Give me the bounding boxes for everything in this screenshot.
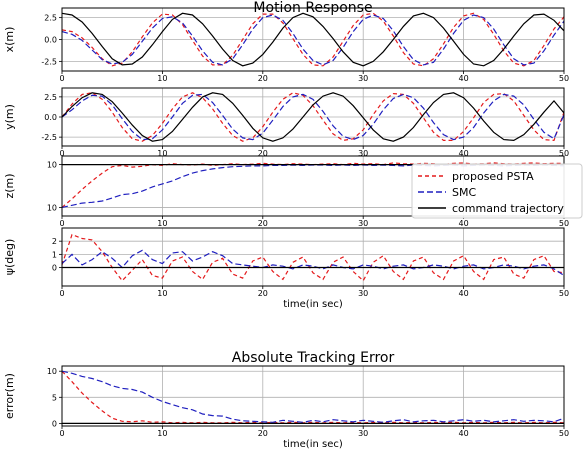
y-tick-label: 1 — [52, 250, 57, 259]
x-tick-label: 20 — [258, 289, 268, 298]
y-tick-label: 0.0 — [44, 113, 57, 122]
y-axis-label: z(m) — [3, 173, 16, 198]
y-tick-label: 2.5 — [44, 93, 57, 102]
series-line-command-trajectory — [61, 12, 565, 67]
x-tick-label: 50 — [559, 429, 569, 438]
y-axis-label: ψ(deg) — [3, 239, 16, 276]
x-tick-label: 40 — [459, 149, 469, 158]
x-tick-label: 30 — [358, 74, 368, 83]
y-tick-label: 2 — [52, 237, 57, 246]
x-tick-label: 0 — [59, 289, 64, 298]
y-tick-label: 2.5 — [44, 14, 57, 23]
x-tick-label: 50 — [559, 219, 569, 228]
y-tick-label: 10 — [47, 203, 57, 212]
y-axis-label: y(m) — [3, 104, 16, 130]
series-line-proposed-psta — [61, 233, 565, 282]
x-tick-label: 0 — [59, 149, 64, 158]
chart-title: Motion Response — [253, 0, 372, 16]
y-tick-label: 10 — [47, 367, 57, 376]
y-tick-label: 0.0 — [44, 36, 57, 45]
x-tick-label: 0 — [59, 74, 64, 83]
x-tick-label: 10 — [157, 74, 167, 83]
x-tick-label: 40 — [459, 289, 469, 298]
y-tick-label: 0 — [52, 264, 57, 273]
legend-label: command trajectory — [452, 202, 564, 215]
x-tick-label: 30 — [358, 149, 368, 158]
x-tick-label: 30 — [358, 289, 368, 298]
y-tick-label: -2.5 — [41, 57, 57, 66]
x-tick-label: 20 — [258, 149, 268, 158]
x-tick-label: 40 — [459, 74, 469, 83]
legend-box — [411, 163, 583, 219]
x-tick-label: 40 — [459, 219, 469, 228]
x-tick-label: 0 — [59, 219, 64, 228]
x-tick-label: 10 — [157, 429, 167, 438]
y-axis-label: error(m) — [3, 373, 16, 419]
x-tick-label: 10 — [157, 289, 167, 298]
y-axis-label: x(m) — [3, 27, 16, 53]
y-tick-label: 5 — [52, 393, 57, 402]
x-tick-label: 20 — [258, 429, 268, 438]
x-tick-label: 0 — [59, 429, 64, 438]
x-tick-label: 30 — [358, 219, 368, 228]
plot-frame — [61, 365, 565, 427]
x-tick-label: 50 — [559, 149, 569, 158]
y-tick-label: 10 — [47, 161, 57, 170]
x-axis-label: time(in sec) — [283, 439, 343, 450]
series-line-command-trajectory — [61, 92, 565, 142]
legend-label: proposed PSTA — [452, 170, 534, 183]
subplot-0: 0 10 20 30 40 50 2.5 0.0 -2.5 x(m) Motion Response — [3, 0, 569, 83]
y-tick-label: 0 — [52, 419, 57, 428]
subplot-1: 0 10 20 30 40 50 2.5 0.0 -2.5 y(m) — [3, 87, 569, 158]
x-tick-label: 10 — [157, 219, 167, 228]
x-tick-label: 20 — [258, 219, 268, 228]
series-line-smc — [61, 370, 565, 423]
legend: proposed PSTA SMC command trajectory — [411, 163, 583, 219]
x-tick-label: 30 — [358, 429, 368, 438]
x-axis-label: time(in sec) — [283, 299, 343, 310]
x-tick-label: 10 — [157, 149, 167, 158]
series-line-smc — [61, 93, 565, 141]
x-tick-label: 50 — [559, 289, 569, 298]
x-tick-label: 50 — [559, 74, 569, 83]
plot-frame — [61, 227, 565, 287]
x-tick-label: 20 — [258, 74, 268, 83]
x-tick-label: 40 — [459, 429, 469, 438]
series-line-proposed-psta — [61, 12, 565, 67]
chart-title: Absolute Tracking Error — [232, 350, 395, 366]
y-tick-label: -2.5 — [41, 133, 57, 142]
legend-label: SMC — [452, 186, 476, 199]
series-line-smc — [61, 14, 565, 66]
